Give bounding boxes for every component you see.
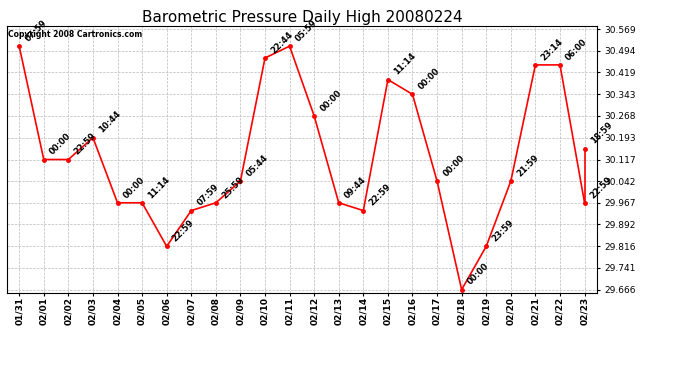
Text: 10:44: 10:44 <box>97 110 122 135</box>
Text: 00:00: 00:00 <box>48 132 73 157</box>
Text: 22:59: 22:59 <box>171 218 196 244</box>
Text: 00:00: 00:00 <box>466 262 491 287</box>
Text: 07:59: 07:59 <box>23 18 48 44</box>
Text: 22:59: 22:59 <box>368 183 393 208</box>
Text: 25:59: 25:59 <box>220 175 245 200</box>
Text: 09:44: 09:44 <box>343 175 368 200</box>
Text: 00:00: 00:00 <box>417 66 442 92</box>
Text: 22:59: 22:59 <box>589 175 614 200</box>
Text: 05:44: 05:44 <box>244 153 270 178</box>
Text: 22:44: 22:44 <box>269 30 295 55</box>
Text: 07:59: 07:59 <box>195 183 221 208</box>
Title: Barometric Pressure Daily High 20080224: Barometric Pressure Daily High 20080224 <box>141 10 462 25</box>
Text: 05:59: 05:59 <box>294 18 319 44</box>
Text: 23:59: 23:59 <box>491 218 515 244</box>
Text: 22:59: 22:59 <box>72 132 98 157</box>
Text: 23:14: 23:14 <box>540 37 565 62</box>
Text: 21:59: 21:59 <box>515 153 540 178</box>
Text: 18:59: 18:59 <box>589 121 614 146</box>
Text: 11:14: 11:14 <box>146 175 172 200</box>
Text: 00:00: 00:00 <box>121 175 147 200</box>
Text: 00:00: 00:00 <box>441 153 466 178</box>
Text: 11:14: 11:14 <box>392 51 417 77</box>
Text: 00:00: 00:00 <box>318 88 344 113</box>
Text: 06:00: 06:00 <box>564 37 589 62</box>
Text: Copyright 2008 Cartronics.com: Copyright 2008 Cartronics.com <box>8 30 142 39</box>
